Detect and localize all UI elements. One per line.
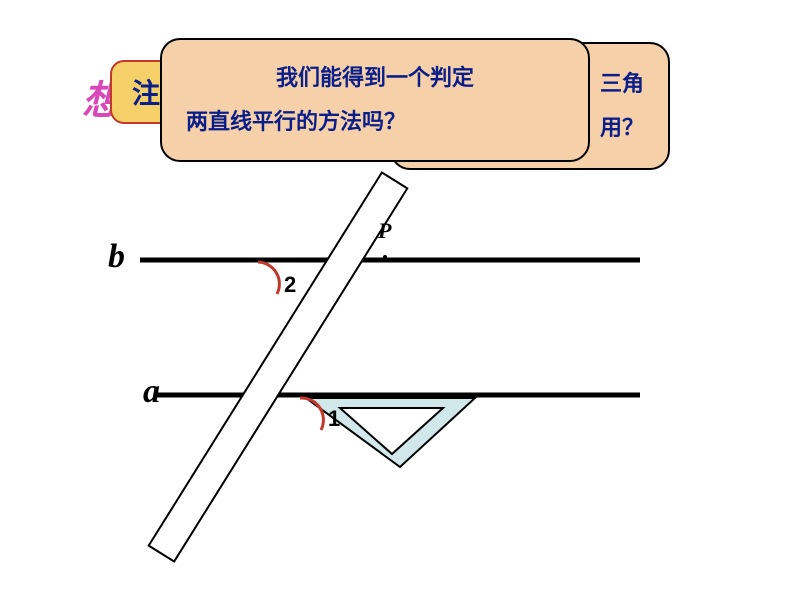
point-p-dot [383,255,387,259]
angle-2-arc [258,262,279,294]
geometry-diagram [0,0,794,596]
line-b-label: b [108,238,125,276]
line-a-label: a [143,373,160,411]
angle-2-label: 2 [284,272,296,298]
ruler [149,172,408,561]
angle-1-label: 1 [328,406,340,432]
point-p-label: P [378,218,391,244]
